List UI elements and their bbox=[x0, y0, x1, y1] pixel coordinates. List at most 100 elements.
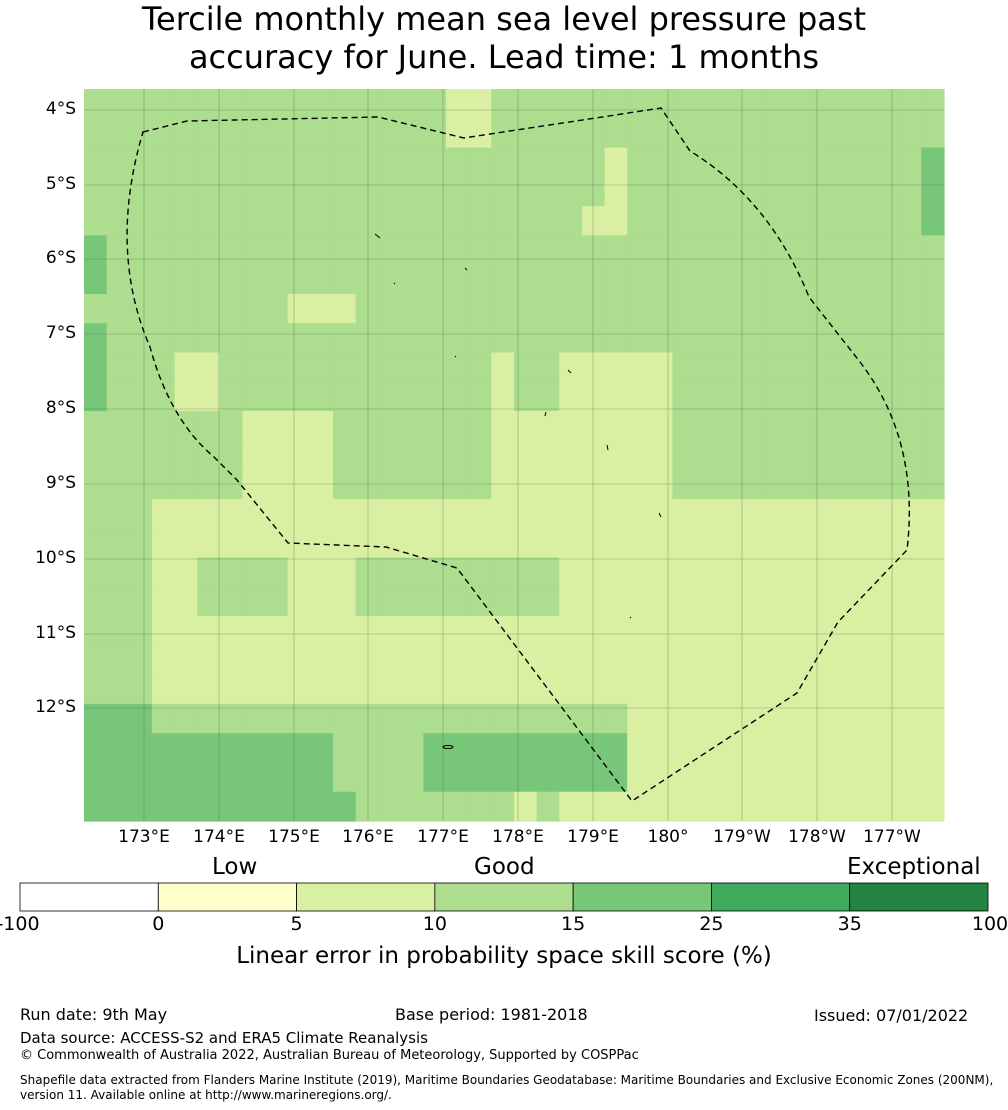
skill-cell bbox=[785, 586, 809, 617]
skill-cell bbox=[400, 703, 425, 734]
skill-cell bbox=[876, 176, 900, 207]
skill-cell bbox=[762, 176, 787, 207]
skill-cell bbox=[672, 352, 696, 383]
skill-cell bbox=[808, 528, 832, 559]
skill-cell bbox=[468, 469, 492, 500]
skill-cell bbox=[921, 645, 945, 676]
skill-cell bbox=[853, 235, 877, 266]
skill-cell bbox=[242, 557, 266, 588]
skill-cell bbox=[106, 89, 130, 119]
skill-cell bbox=[627, 557, 651, 588]
colorbar bbox=[19, 882, 989, 912]
skill-cell bbox=[695, 703, 719, 734]
skill-cell bbox=[84, 616, 108, 646]
skill-cell bbox=[808, 616, 832, 646]
colorbar-tick-label: 35 bbox=[837, 913, 862, 935]
skill-cell bbox=[446, 293, 470, 324]
skill-cell bbox=[129, 674, 153, 705]
skill-cell bbox=[355, 440, 379, 471]
skill-cell bbox=[536, 176, 560, 207]
skill-cell bbox=[672, 703, 696, 734]
skill-cell bbox=[151, 235, 176, 266]
skill-cell bbox=[151, 645, 176, 676]
copyright: © Commonwealth of Australia 2022, Austra… bbox=[20, 1048, 639, 1063]
skill-cell bbox=[446, 616, 470, 646]
islands bbox=[374, 233, 662, 749]
skill-cell bbox=[219, 703, 244, 734]
skill-cell bbox=[853, 762, 877, 793]
skill-cell bbox=[604, 791, 628, 822]
skill-cell bbox=[310, 645, 334, 676]
skill-cell bbox=[785, 469, 809, 500]
skill-cell bbox=[197, 293, 221, 324]
skill-cell bbox=[581, 235, 606, 266]
skill-cell bbox=[536, 469, 560, 500]
skill-cell bbox=[514, 206, 538, 236]
skill-cell bbox=[197, 791, 221, 822]
skill-cell bbox=[581, 528, 606, 559]
skill-cell bbox=[876, 352, 900, 383]
skill-cell bbox=[310, 498, 334, 529]
skill-cell bbox=[265, 762, 289, 793]
skill-cell bbox=[151, 147, 176, 178]
skill-cell bbox=[355, 586, 379, 617]
skill-cell bbox=[84, 733, 108, 764]
skill-cell bbox=[830, 352, 855, 383]
skill-cell bbox=[423, 557, 447, 588]
latitude-label: 4°S bbox=[45, 99, 76, 119]
skill-cell bbox=[785, 352, 809, 383]
skill-cell bbox=[378, 586, 402, 617]
skill-cell bbox=[446, 586, 470, 617]
skill-cell bbox=[242, 674, 266, 705]
skill-cell bbox=[84, 323, 108, 354]
skill-cell bbox=[559, 293, 583, 324]
skill-cell bbox=[310, 264, 334, 295]
skill-cell bbox=[84, 293, 108, 324]
skill-cell bbox=[740, 352, 764, 383]
skill-cell bbox=[536, 381, 560, 412]
skill-cell bbox=[106, 762, 130, 793]
skill-cell bbox=[853, 616, 877, 646]
skill-cell bbox=[762, 147, 787, 178]
skill-cell bbox=[378, 147, 402, 178]
island bbox=[393, 282, 396, 285]
skill-cell bbox=[740, 733, 764, 764]
skill-cell bbox=[514, 147, 538, 178]
skill-cell bbox=[921, 528, 945, 559]
skill-cell bbox=[604, 440, 628, 471]
skill-cell bbox=[332, 703, 357, 734]
skill-cell bbox=[808, 235, 832, 266]
skill-cell bbox=[287, 645, 311, 676]
skill-cell bbox=[921, 235, 945, 266]
skill-cell bbox=[717, 293, 741, 324]
skill-cell bbox=[740, 498, 764, 529]
skill-cell bbox=[151, 616, 176, 646]
skill-cell bbox=[491, 235, 515, 266]
skill-cell bbox=[536, 733, 560, 764]
skill-cell bbox=[265, 557, 289, 588]
skill-cell bbox=[604, 235, 628, 266]
skill-cell bbox=[717, 557, 741, 588]
longitude-label: 174°E bbox=[193, 827, 245, 847]
skill-cell bbox=[559, 323, 583, 354]
skill-cell bbox=[423, 440, 447, 471]
skill-cell bbox=[740, 118, 764, 149]
skill-cell bbox=[446, 762, 470, 793]
skill-cell bbox=[423, 498, 447, 529]
skill-cell bbox=[491, 645, 515, 676]
skill-cell bbox=[446, 89, 470, 119]
skill-cell bbox=[853, 586, 877, 617]
skill-cell bbox=[581, 616, 606, 646]
latitude-label: 9°S bbox=[45, 473, 76, 493]
colorbar-segment bbox=[849, 882, 989, 912]
skill-cell bbox=[785, 89, 809, 119]
skill-cell bbox=[921, 557, 945, 588]
skill-cell bbox=[853, 293, 877, 324]
latitude-label: 5°S bbox=[45, 174, 76, 194]
skill-cell bbox=[740, 381, 764, 412]
skill-cell bbox=[672, 674, 696, 705]
skill-cell bbox=[378, 411, 402, 441]
skill-cell bbox=[174, 791, 198, 822]
skill-cell bbox=[514, 674, 538, 705]
skill-cell bbox=[242, 440, 266, 471]
